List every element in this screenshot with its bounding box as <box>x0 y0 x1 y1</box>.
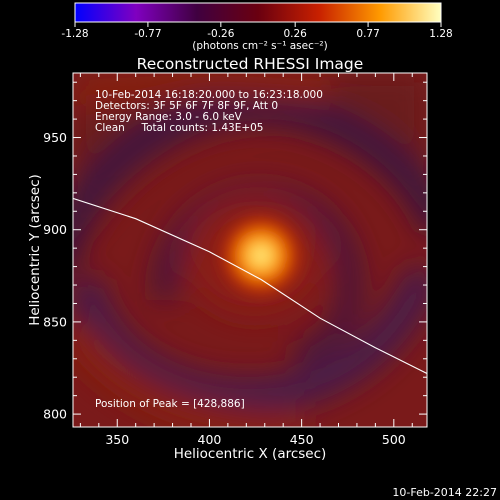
colorbar-tick-label: 1.28 <box>429 28 452 40</box>
red-band-bottom <box>73 321 301 427</box>
red-band-top <box>73 73 332 108</box>
colorbar-gradient <box>74 2 442 23</box>
y-tick-label: 800 <box>43 407 67 422</box>
peak-glow <box>219 213 304 298</box>
x-tick-label: 400 <box>198 432 222 447</box>
y-tick-label: 900 <box>43 222 67 237</box>
purple-band-lower <box>73 263 427 414</box>
chart-title: Reconstructed RHESSI Image <box>137 55 364 73</box>
info-text: 10-Feb-2014 16:18:20.000 to 16:23:18.000… <box>95 89 323 410</box>
info-line-energy: Energy Range: 3.0 - 6.0 keV <box>95 111 243 123</box>
info-line-counts: Clean Total counts: 1.43E+05 <box>95 122 264 134</box>
plot-frame <box>72 72 428 428</box>
purple-band-inner <box>153 183 362 366</box>
colorbar-ticks: -1.28 -0.77 -0.26 0.26 0.77 1.28 <box>61 22 453 40</box>
footer-timestamp: 10-Feb-2014 22:27 <box>392 486 497 499</box>
colorbar-tick-label: -0.26 <box>207 28 234 40</box>
heatmap-image <box>73 73 427 427</box>
x-tick-label: 450 <box>290 432 314 447</box>
x-tick-label: 500 <box>382 432 406 447</box>
y-axis-label: Heliocentric Y (arcsec) <box>27 174 43 326</box>
colorbar-units: (photons cm⁻² s⁻¹ asec⁻²) <box>192 40 327 52</box>
colorbar-tick-label: -0.77 <box>134 28 161 40</box>
axes: 350 400 450 500 800 850 900 950 <box>43 73 427 447</box>
info-line-detectors: Detectors: 3F 5F 6F 7F 8F 9F, Att 0 <box>95 100 278 112</box>
colorbar-tick-label: -1.28 <box>61 28 88 40</box>
peak-position-label: Position of Peak = [428,886] <box>95 398 245 410</box>
colorbar: -1.28 -0.77 -0.26 0.26 0.77 1.28 (photons cm⁻… <box>61 2 453 52</box>
solar-limb-line <box>73 197 427 374</box>
colorbar-tick-label: 0.77 <box>356 28 379 40</box>
x-tick-label: 350 <box>105 432 129 447</box>
y-tick-label: 950 <box>43 130 67 145</box>
x-axis-label: Heliocentric X (arcsec) <box>174 446 327 462</box>
colorbar-tick-label: 0.26 <box>283 28 307 40</box>
purple-band-outer <box>73 89 427 273</box>
y-tick-label: 850 <box>43 314 67 329</box>
info-line-time: 10-Feb-2014 16:18:20.000 to 16:23:18.000 <box>95 89 323 101</box>
